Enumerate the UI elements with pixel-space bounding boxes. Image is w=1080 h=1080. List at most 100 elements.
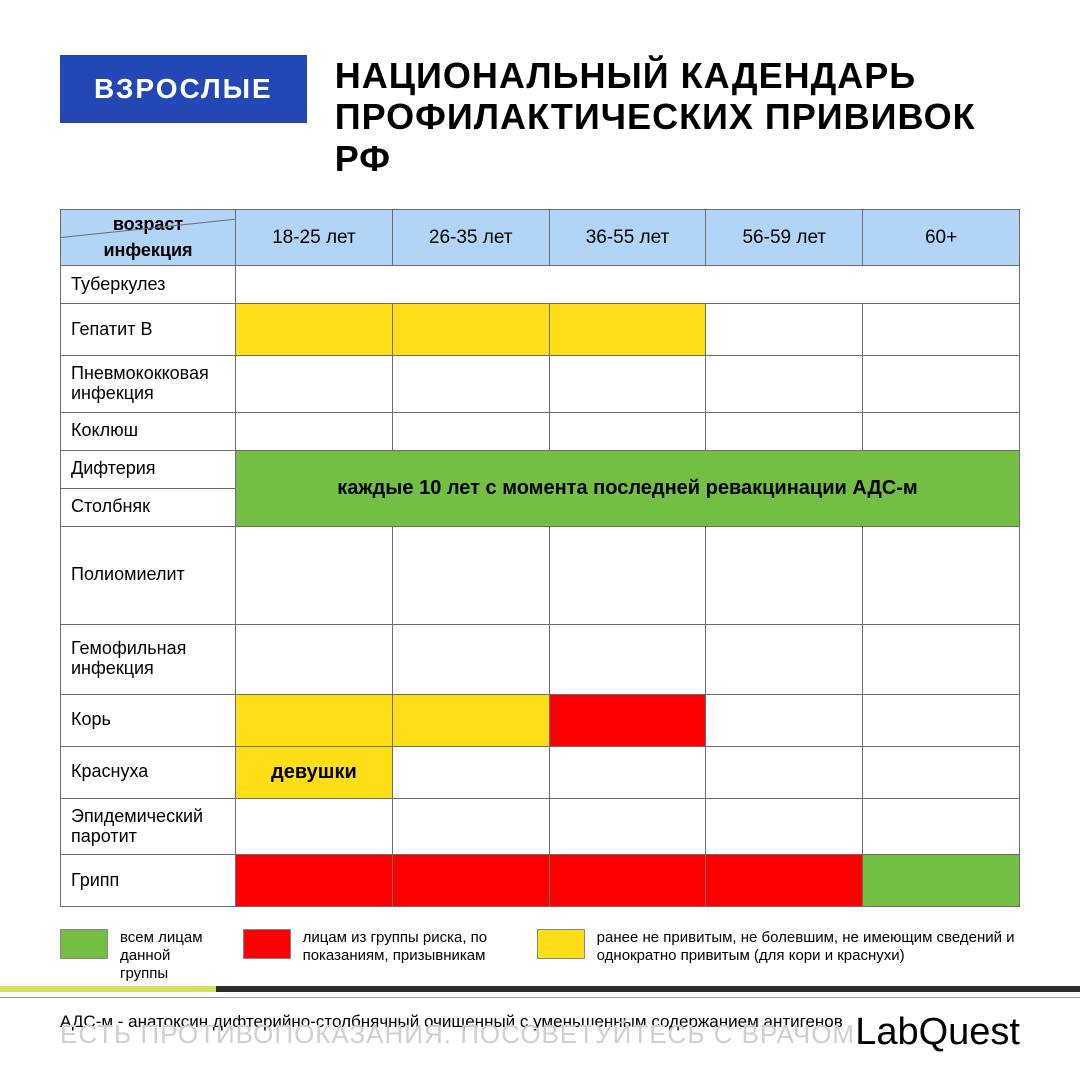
age-col-1: 26-35 лет: [392, 210, 549, 266]
row-label: Дифтерия: [61, 450, 236, 488]
age-col-0: 18-25 лет: [236, 210, 393, 266]
schedule-cell: [549, 526, 706, 624]
row-label: Туберкулез: [61, 266, 236, 304]
legend-item: всем лицам данной группы: [60, 929, 213, 983]
table-row: Коклюш: [61, 412, 1020, 450]
fill-red: [550, 855, 706, 906]
page-title: НАЦИОНАЛЬНЫЙ КАДЕНДАРЬ ПРОФИЛАКТИЧЕСКИХ …: [335, 55, 1020, 179]
table-row: Эпидемический паротит: [61, 798, 1020, 855]
schedule-cell: [392, 746, 549, 798]
row-label: Грипп: [61, 855, 236, 907]
schedule-cell: [392, 855, 549, 907]
schedule-cell: [392, 356, 549, 413]
table-row: Гепатит B: [61, 304, 1020, 356]
fill-red: [236, 855, 392, 906]
schedule-cell: [236, 526, 393, 624]
schedule-cell: [236, 412, 393, 450]
schedule-cell: [392, 694, 549, 746]
table-row: Туберкулез: [61, 266, 1020, 304]
schedule-cell: [236, 624, 393, 694]
schedule-cell: [549, 356, 706, 413]
merged-banner: каждые 10 лет с момента последней ревакц…: [236, 451, 1019, 526]
row-label: Коклюш: [61, 412, 236, 450]
disclaimer-text: ЕСТЬ ПРОТИВОПОКАЗАНИЯ. ПОСОВЕТУЙТЕСЬ С В…: [60, 1019, 863, 1050]
schedule-cell: [863, 356, 1020, 413]
schedule-cell: [863, 694, 1020, 746]
legend-text: ранее не привитым, не болевшим, не имеющ…: [597, 929, 1020, 965]
corner-cell: возраст инфекция: [61, 210, 236, 266]
schedule-cell: [236, 798, 393, 855]
age-col-2: 36-55 лет: [549, 210, 706, 266]
header: ВЗРОСЛЫЕ НАЦИОНАЛЬНЫЙ КАДЕНДАРЬ ПРОФИЛАК…: [0, 0, 1080, 209]
age-col-4: 60+: [863, 210, 1020, 266]
brand-part-1: Lab: [855, 1011, 918, 1053]
fill-red: [393, 855, 549, 906]
schedule-cell: [706, 855, 863, 907]
brand-part-2: Quest: [919, 1011, 1020, 1053]
row-label: Гемофильная инфекция: [61, 624, 236, 694]
corner-top: возраст: [61, 210, 235, 237]
table-row: Гемофильная инфекция: [61, 624, 1020, 694]
row-label: Пневмококковая инфекция: [61, 356, 236, 413]
schedule-cell: [706, 526, 863, 624]
legend-swatch: [60, 929, 108, 959]
table-row: Пневмококковая инфекция: [61, 356, 1020, 413]
category-badge: ВЗРОСЛЫЕ: [60, 55, 307, 123]
schedule-cell: [549, 694, 706, 746]
legend-swatch: [243, 929, 291, 959]
schedule-cell: [863, 412, 1020, 450]
schedule-cell: [549, 304, 706, 356]
schedule-cell: [549, 746, 706, 798]
table-row: Дифтериякаждые 10 лет с момента последне…: [61, 450, 1020, 488]
schedule-cell: [392, 624, 549, 694]
schedule-cell: [549, 624, 706, 694]
schedule-cell: [863, 746, 1020, 798]
schedule-cell: [236, 356, 393, 413]
fill-yellow: [550, 304, 706, 355]
title-line-2: ПРОФИЛАКТИЧЕСКИХ ПРИВИВОК РФ: [335, 96, 976, 178]
fill-green: [863, 855, 1019, 906]
legend-text: всем лицам данной группы: [120, 929, 213, 983]
schedule-cell: [236, 266, 1020, 304]
table-row: Полиомиелит: [61, 526, 1020, 624]
schedule-cell: [392, 798, 549, 855]
schedule-table: возраст инфекция 18-25 лет 26-35 лет 36-…: [60, 209, 1020, 907]
row-label: Гепатит B: [61, 304, 236, 356]
schedule-cell: [392, 412, 549, 450]
row-label: Корь: [61, 694, 236, 746]
schedule-cell: [706, 694, 863, 746]
table-row: Грипп: [61, 855, 1020, 907]
legend-item: ранее не привитым, не болевшим, не имеющ…: [537, 929, 1020, 965]
schedule-cell: [706, 624, 863, 694]
schedule-cell: [392, 526, 549, 624]
row-label: Полиомиелит: [61, 526, 236, 624]
merged-banner-cell: каждые 10 лет с момента последней ревакц…: [236, 450, 1020, 526]
schedule-cell: [863, 526, 1020, 624]
row-label: Эпидемический паротит: [61, 798, 236, 855]
schedule-cell: [236, 304, 393, 356]
schedule-cell: [706, 304, 863, 356]
fill-red: [550, 695, 706, 746]
fill-yellow: [236, 304, 392, 355]
fill-red: [706, 855, 862, 906]
schedule-table-wrap: возраст инфекция 18-25 лет 26-35 лет 36-…: [0, 209, 1080, 907]
schedule-cell: [706, 356, 863, 413]
schedule-cell: [863, 624, 1020, 694]
fill-yellow: [236, 695, 392, 746]
schedule-cell: девушки: [236, 746, 393, 798]
schedule-cell: [236, 855, 393, 907]
schedule-cell: [392, 304, 549, 356]
schedule-cell: [863, 304, 1020, 356]
title-line-1: НАЦИОНАЛЬНЫЙ КАДЕНДАРЬ: [335, 55, 916, 96]
table-row: Корь: [61, 694, 1020, 746]
row-label: Столбняк: [61, 488, 236, 526]
age-col-3: 56-59 лет: [706, 210, 863, 266]
footer-divider: [0, 986, 1080, 992]
fill-yellow: девушки: [236, 747, 392, 798]
corner-bot: инфекция: [61, 238, 235, 265]
schedule-cell: [549, 855, 706, 907]
schedule-cell: [549, 412, 706, 450]
row-label: Краснуха: [61, 746, 236, 798]
schedule-cell: [549, 798, 706, 855]
header-row: возраст инфекция 18-25 лет 26-35 лет 36-…: [61, 210, 1020, 266]
